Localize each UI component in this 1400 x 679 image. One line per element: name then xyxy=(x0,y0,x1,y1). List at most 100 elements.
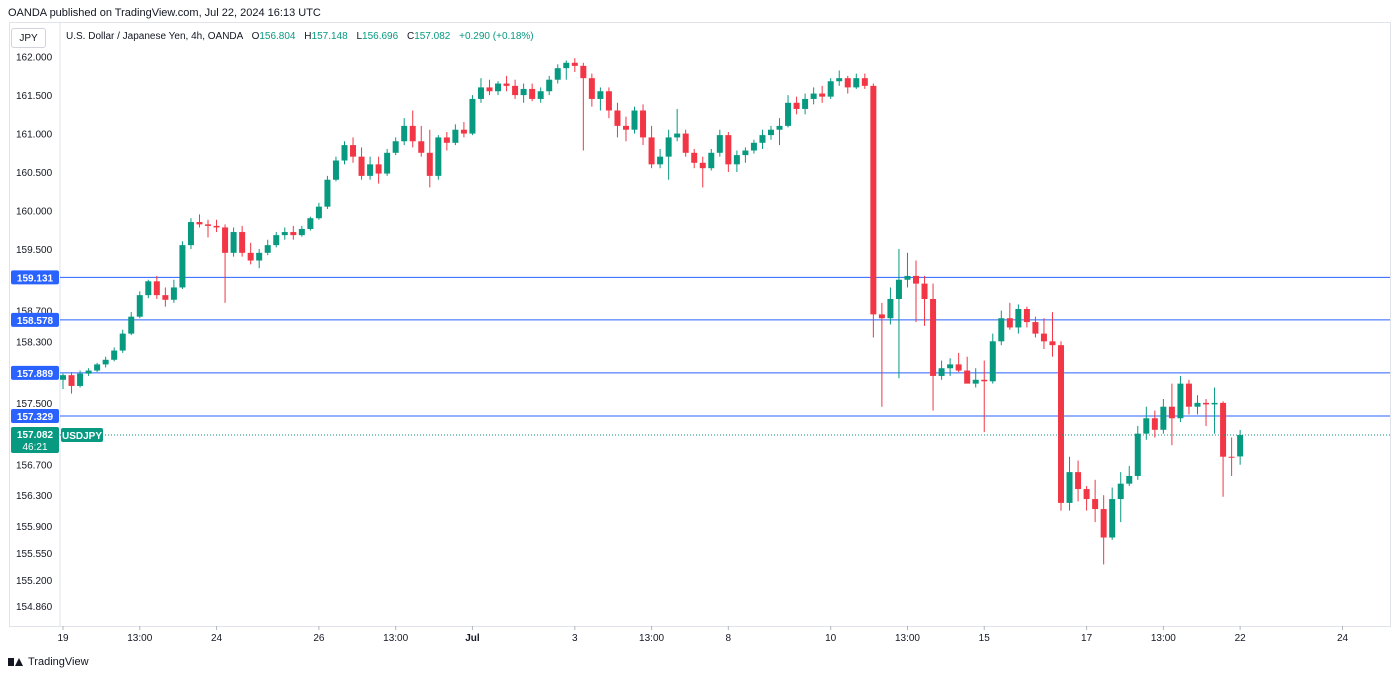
candle-up xyxy=(742,150,749,156)
candle-up xyxy=(94,364,101,371)
candle-up xyxy=(1194,402,1201,407)
candle-up xyxy=(281,232,288,236)
candle-down xyxy=(1220,402,1227,457)
candle-down xyxy=(699,162,706,169)
tradingview-brand[interactable]: TradingView xyxy=(8,656,89,668)
candle-up xyxy=(452,129,459,143)
candle-up xyxy=(1160,406,1167,430)
level-price-badge xyxy=(11,365,59,380)
time-tick-label: 19 xyxy=(57,633,69,644)
candle-down xyxy=(162,295,169,300)
candle-up xyxy=(179,245,186,288)
symbol-legend: U.S. Dollar / Japanese Yen, 4h, OANDA O1… xyxy=(66,31,534,42)
time-tick-label: 3 xyxy=(572,633,578,644)
level-price-label: 157.329 xyxy=(17,412,54,423)
candle-up xyxy=(273,235,280,246)
price-tick-label: 155.550 xyxy=(16,549,53,560)
candle-up xyxy=(1117,483,1124,500)
last-price-badge xyxy=(11,427,59,454)
price-tick-label: 155.900 xyxy=(16,522,53,533)
legend-low-label: L xyxy=(356,31,363,42)
time-tick-label: 13:00 xyxy=(639,633,664,644)
candle-down xyxy=(819,93,826,97)
candle-down xyxy=(1006,318,1013,328)
candle-up xyxy=(631,110,638,130)
candle-down xyxy=(239,232,246,253)
candle-down xyxy=(1228,456,1235,458)
candle-down xyxy=(725,135,732,165)
legend-close-label: C xyxy=(406,31,415,42)
candle-down xyxy=(580,65,587,79)
candle-up xyxy=(520,88,527,96)
candle-down xyxy=(921,283,928,299)
candle-up xyxy=(469,98,476,134)
candle-up xyxy=(563,62,570,69)
candle-down xyxy=(443,137,450,143)
legend-change: +0.290 (+0.18%) xyxy=(459,31,534,42)
candle-down xyxy=(878,314,885,319)
candle-up xyxy=(1066,472,1073,503)
price-tick-label: 160.000 xyxy=(16,207,53,218)
time-tick-label: 24 xyxy=(211,633,223,644)
price-tick-label: 157.500 xyxy=(16,399,53,410)
price-tick-label: 156.300 xyxy=(16,491,53,502)
candle-up xyxy=(716,135,723,153)
candle-up xyxy=(972,379,979,384)
candle-up xyxy=(733,155,740,165)
symbol-tag-label: USDJPY xyxy=(62,431,102,442)
candle-up xyxy=(119,333,126,351)
candle-up xyxy=(853,78,860,88)
candle-down xyxy=(1083,489,1090,500)
candle-up xyxy=(230,232,237,253)
candle-up xyxy=(904,275,911,280)
tradingview-logo-icon xyxy=(8,657,24,667)
legend-high-label: H xyxy=(304,31,312,42)
candle-up xyxy=(85,370,92,374)
candle-down xyxy=(1100,509,1107,538)
candle-up xyxy=(546,79,553,92)
candle-up xyxy=(111,350,118,360)
candle-up xyxy=(384,152,391,174)
candle-up xyxy=(477,87,484,99)
currency-selector[interactable]: JPY xyxy=(11,28,46,48)
candle-up xyxy=(1143,418,1150,434)
candle-down xyxy=(682,133,689,153)
candle-up xyxy=(264,245,271,253)
candle-down xyxy=(605,91,612,111)
candle-down xyxy=(68,375,75,386)
candle-down xyxy=(409,125,416,142)
time-tick-label: 15 xyxy=(979,633,991,644)
candle-down xyxy=(1040,333,1047,342)
price-tick-label: 159.500 xyxy=(16,245,53,256)
candle-up xyxy=(887,298,894,319)
time-tick-label: 8 xyxy=(726,633,732,644)
price-tick-label: 161.500 xyxy=(16,91,53,102)
candle-down xyxy=(1151,418,1158,430)
level-price-label: 158.578 xyxy=(17,316,54,327)
level-price-label: 159.131 xyxy=(17,273,54,284)
candle-down xyxy=(486,87,493,92)
brand-name: TradingView xyxy=(28,656,89,668)
candle-up xyxy=(657,156,664,165)
candle-down xyxy=(913,275,919,284)
candle-down xyxy=(870,85,877,315)
candle-down xyxy=(861,78,868,86)
candle-down xyxy=(1049,341,1056,346)
candle-down xyxy=(512,85,519,96)
time-tick-label: 13:00 xyxy=(895,633,920,644)
time-tick-label: 17 xyxy=(1081,633,1093,644)
candle-up xyxy=(998,318,1005,342)
candle-down xyxy=(930,298,937,376)
chart-frame[interactable] xyxy=(9,22,1391,627)
candle-up xyxy=(435,137,442,176)
candle-up xyxy=(1211,402,1218,405)
bar-countdown-label: 46:21 xyxy=(22,442,47,453)
candle-down xyxy=(1168,406,1175,419)
last-price-label: 157.082 xyxy=(17,430,54,441)
candle-down xyxy=(222,227,229,253)
legend-close: 157.082 xyxy=(414,31,451,42)
price-tick-label: 158.300 xyxy=(16,337,53,348)
time-tick-label: 26 xyxy=(313,633,325,644)
level-price-badge xyxy=(11,312,59,327)
